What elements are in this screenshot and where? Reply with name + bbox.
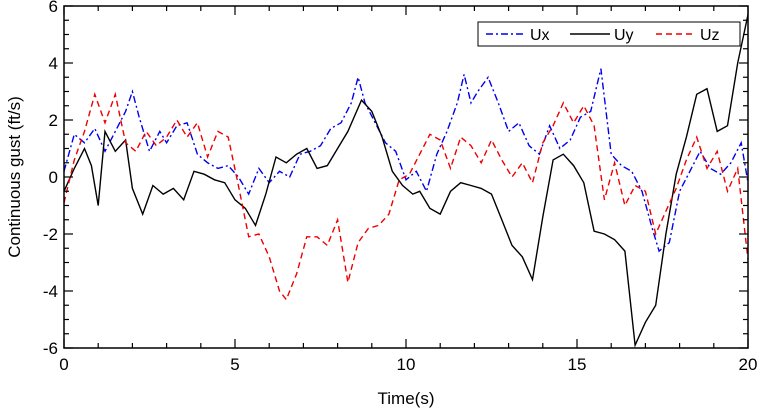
y-tick-label: 6 bbox=[49, 0, 58, 16]
legend-label-uy: Uy bbox=[614, 27, 634, 44]
y-tick-label: 0 bbox=[49, 168, 58, 187]
axis-ticks bbox=[63, 5, 749, 349]
legend-label-ux: Ux bbox=[530, 27, 550, 44]
series-line-uy bbox=[63, 14, 749, 348]
plot-frame bbox=[63, 5, 749, 349]
series-line-uz bbox=[63, 91, 749, 301]
x-tick-label: 0 bbox=[59, 355, 68, 374]
y-axis-title: Continuous gust (ft/s) bbox=[5, 96, 24, 258]
x-axis-title: Time(s) bbox=[378, 389, 435, 408]
legend-label-uz: Uz bbox=[700, 27, 720, 44]
x-tick-label: 5 bbox=[230, 355, 239, 374]
plot-lines bbox=[63, 14, 749, 348]
y-tick-label: 4 bbox=[49, 54, 58, 73]
x-tick-label: 10 bbox=[397, 355, 416, 374]
legend: Ux Uy Uz bbox=[477, 21, 741, 47]
x-tick-label: 15 bbox=[568, 355, 587, 374]
y-tick-label: -6 bbox=[43, 339, 58, 358]
y-tick-label: 2 bbox=[49, 111, 58, 130]
series-line-ux bbox=[63, 68, 749, 253]
y-tick-label: -4 bbox=[43, 282, 58, 301]
x-tick-label: 20 bbox=[739, 355, 758, 374]
y-tick-label: -2 bbox=[43, 225, 58, 244]
